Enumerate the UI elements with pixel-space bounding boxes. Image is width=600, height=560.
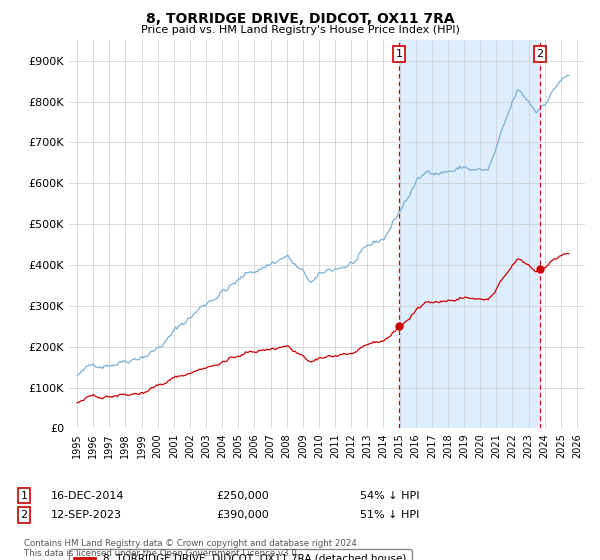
- Bar: [399, 40, 540, 428]
- Text: Contains HM Land Registry data © Crown copyright and database right 2024.
This d: Contains HM Land Registry data © Crown c…: [24, 539, 359, 558]
- Text: 16-DEC-2014: 16-DEC-2014: [51, 491, 125, 501]
- Text: 1: 1: [395, 49, 403, 59]
- Text: 2: 2: [536, 49, 544, 59]
- Text: 54% ↓ HPI: 54% ↓ HPI: [360, 491, 419, 501]
- Text: Price paid vs. HM Land Registry's House Price Index (HPI): Price paid vs. HM Land Registry's House …: [140, 25, 460, 35]
- Text: 8, TORRIDGE DRIVE, DIDCOT, OX11 7RA: 8, TORRIDGE DRIVE, DIDCOT, OX11 7RA: [146, 12, 454, 26]
- Text: £250,000: £250,000: [216, 491, 269, 501]
- Legend: 8, TORRIDGE DRIVE, DIDCOT, OX11 7RA (detached house), HPI: Average price, detach: 8, TORRIDGE DRIVE, DIDCOT, OX11 7RA (det…: [69, 549, 412, 560]
- Text: 2: 2: [20, 510, 28, 520]
- Text: 1: 1: [20, 491, 28, 501]
- Text: 12-SEP-2023: 12-SEP-2023: [51, 510, 122, 520]
- Text: 51% ↓ HPI: 51% ↓ HPI: [360, 510, 419, 520]
- Text: £390,000: £390,000: [216, 510, 269, 520]
